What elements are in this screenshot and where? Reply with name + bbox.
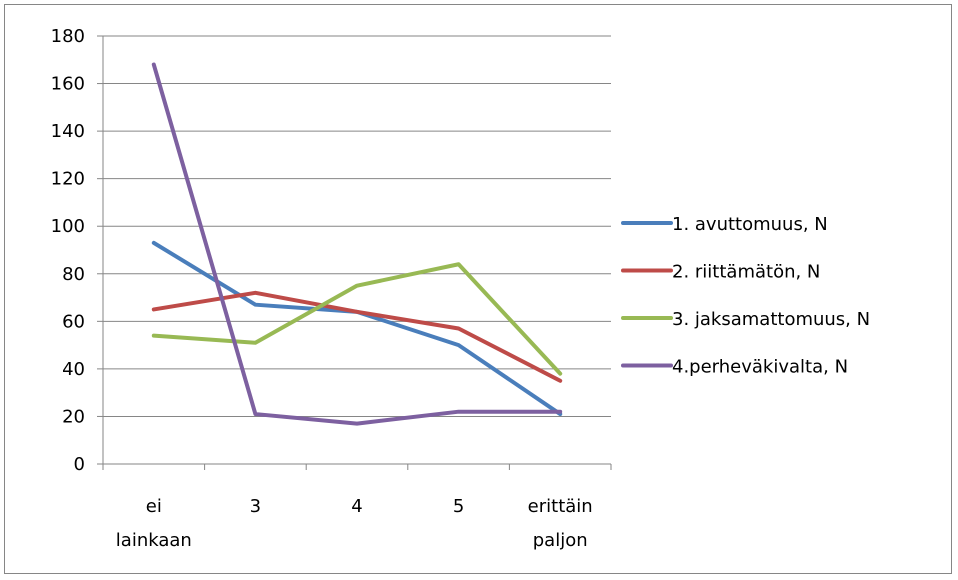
- legend-label: 2. riittämätön, N: [672, 262, 820, 283]
- y-tick-label: 140: [51, 121, 85, 142]
- x-tick-label-line: 4: [351, 496, 362, 517]
- series-line-4: [151, 62, 563, 426]
- x-tick-label: 3: [250, 496, 261, 517]
- y-tick-labels: 0 20 40 60 80 100 120 140 160 180: [51, 26, 85, 475]
- x-tick-label-line: 3: [250, 496, 261, 517]
- y-tick-label: 60: [62, 311, 85, 332]
- y-tick-label: 80: [62, 264, 85, 285]
- series-lines: [151, 62, 563, 426]
- y-tick-label: 120: [51, 169, 85, 190]
- x-tick-label-line: erittäin: [528, 496, 593, 517]
- x-tick-label-line: paljon: [533, 530, 588, 551]
- y-tick-label: 180: [51, 26, 85, 47]
- x-tick-label: 4: [351, 496, 362, 517]
- x-tick-labels: ei lainkaan 3 4 5 erittäin paljon: [116, 496, 593, 551]
- y-tick-label: 20: [62, 406, 85, 427]
- x-tick-label: ei lainkaan: [116, 496, 192, 551]
- y-tick-label: 0: [74, 454, 85, 475]
- legend: 1. avuttomuus, N 2. riittämätön, N 3. jaks…: [621, 214, 870, 378]
- y-tick-label: 160: [51, 74, 85, 95]
- legend-label: 1. avuttomuus, N: [672, 214, 828, 235]
- legend-label: 3. jaksamattomuus, N: [672, 309, 870, 330]
- gridlines: [103, 35, 611, 417]
- line-chart: 0 20 40 60 80 100 120 140 160 180 ei lainkaan 3 4 5 er…: [51, 26, 870, 551]
- legend-label: 4.perheväkivalta, N: [672, 357, 848, 378]
- x-tick-label-line: 5: [453, 496, 464, 517]
- x-tick-label: erittäin paljon: [528, 496, 593, 551]
- chart-frame: 0 20 40 60 80 100 120 140 160 180 ei lainkaan 3 4 5 er…: [4, 4, 952, 574]
- axes: [97, 35, 612, 470]
- x-tick-label-line: ei: [146, 496, 162, 517]
- x-tick-label-line: lainkaan: [116, 530, 192, 551]
- y-tick-label: 100: [51, 216, 85, 237]
- x-tick-label: 5: [453, 496, 464, 517]
- y-tick-label: 40: [62, 359, 85, 380]
